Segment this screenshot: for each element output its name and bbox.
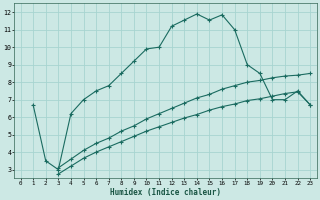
X-axis label: Humidex (Indice chaleur): Humidex (Indice chaleur) <box>110 188 221 197</box>
